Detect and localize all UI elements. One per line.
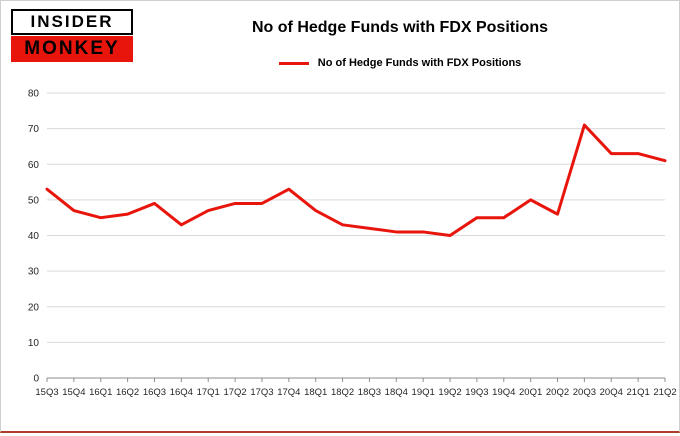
x-tick-label: 19Q3 [465,387,488,398]
chart-title: No of Hedge Funds with FDX Positions [252,19,548,36]
x-tick-label: 20Q4 [600,387,623,398]
chart-header: INSIDER MONKEY No of Hedge Funds with FD… [1,1,679,83]
x-tick-label: 15Q3 [35,387,58,398]
y-tick-label: 80 [28,89,40,100]
x-tick-label: 18Q1 [304,387,327,398]
x-tick-label: 16Q1 [89,387,112,398]
x-tick-label: 21Q2 [653,387,676,398]
x-tick-label: 19Q2 [438,387,461,398]
logo-text-monkey: MONKEY [11,36,133,62]
y-tick-label: 50 [28,195,40,206]
x-tick-label: 18Q2 [331,387,354,398]
y-tick-label: 40 [28,231,40,242]
x-tick-label: 20Q1 [519,387,542,398]
legend-line-swatch [278,61,309,65]
y-tick-label: 30 [28,267,40,278]
y-tick-label: 60 [28,160,40,171]
x-tick-label: 21Q1 [627,387,650,398]
x-tick-label: 18Q4 [385,387,408,398]
y-tick-label: 20 [28,302,40,313]
chart-legend: No of Hedge Funds with FDX Positions [141,57,659,69]
x-tick-label: 20Q2 [546,387,569,398]
y-tick-label: 10 [28,338,40,349]
x-tick-label: 20Q3 [573,387,596,398]
x-tick-label: 15Q4 [62,387,85,398]
x-tick-label: 17Q1 [197,387,220,398]
y-tick-label: 70 [28,124,40,135]
x-tick-label: 16Q3 [143,387,166,398]
y-tick-label: 0 [33,374,39,385]
legend-label: No of Hedge Funds with FDX Positions [317,57,522,70]
chart-svg: 0 10 20 30 40 50 60 70 80 15Q3 15Q4 16Q1 16Q2 16Q3 16Q… [28,89,677,399]
data-line-fdx-positions [45,123,667,237]
x-tick-label: 16Q2 [116,387,139,398]
x-tick-label: 18Q3 [358,387,381,398]
line-chart: 0 10 20 30 40 50 60 70 80 15Q3 15Q4 16Q1 16Q2 16Q3 16Q… [1,83,680,431]
x-tick-label: 17Q2 [223,387,246,398]
x-tick-label: 17Q4 [277,387,300,398]
insider-monkey-logo: INSIDER MONKEY [11,9,133,62]
x-tick-label: 19Q4 [492,387,515,398]
x-tick-label: 19Q1 [412,387,435,398]
logo-text-insider: INSIDER [11,9,133,35]
x-tick-label: 17Q3 [250,387,273,398]
x-tick-label: 16Q4 [170,387,193,398]
